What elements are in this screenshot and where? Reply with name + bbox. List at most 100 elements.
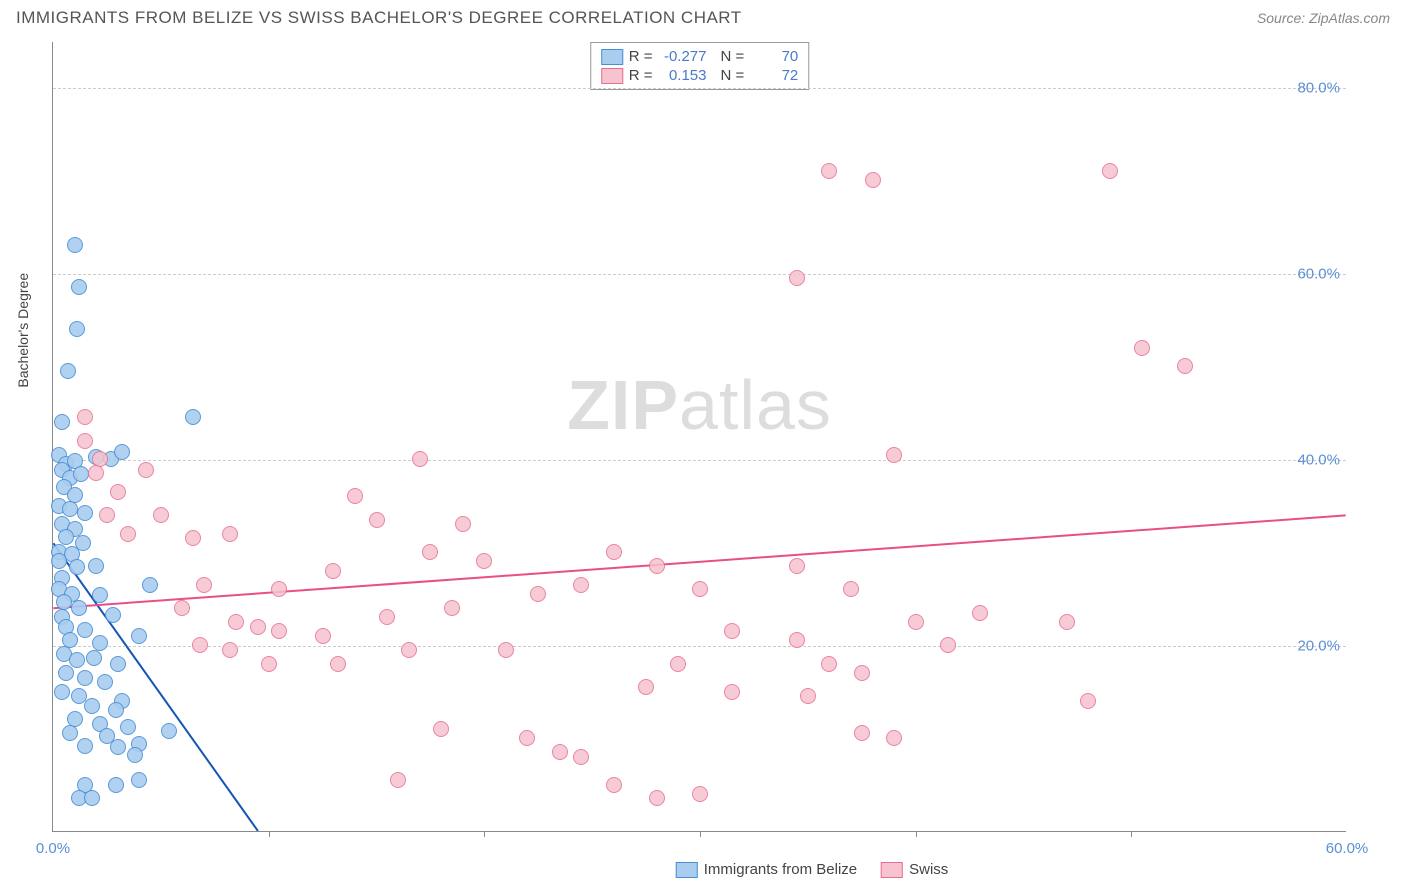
scatter-point <box>77 622 93 638</box>
scatter-point <box>724 684 740 700</box>
scatter-point <box>131 772 147 788</box>
x-tick <box>700 831 701 837</box>
scatter-point <box>412 451 428 467</box>
scatter-point <box>77 670 93 686</box>
scatter-point <box>789 270 805 286</box>
scatter-point <box>105 607 121 623</box>
correlation-legend: R = -0.277 N = 70 R = 0.153 N = 72 <box>590 42 810 90</box>
y-tick-label: 80.0% <box>1297 80 1340 97</box>
scatter-point <box>789 558 805 574</box>
x-tick <box>484 831 485 837</box>
watermark: ZIPatlas <box>567 365 832 445</box>
scatter-point <box>455 516 471 532</box>
scatter-point <box>108 777 124 793</box>
scatter-point <box>854 725 870 741</box>
scatter-point <box>185 409 201 425</box>
grid-line <box>53 274 1346 275</box>
scatter-point <box>498 642 514 658</box>
scatter-point <box>110 656 126 672</box>
scatter-point <box>92 587 108 603</box>
scatter-point <box>886 730 902 746</box>
series-legend-item: Immigrants from Belize <box>676 861 857 878</box>
legend-n-label: N = <box>721 67 745 84</box>
chart-plot-area: ZIPatlas Bachelor's Degree R = -0.277 N … <box>52 42 1346 832</box>
watermark-zip: ZIP <box>567 366 679 444</box>
scatter-point <box>196 577 212 593</box>
scatter-point <box>1080 693 1096 709</box>
scatter-point <box>88 558 104 574</box>
x-axis-max-label: 60.0% <box>1326 840 1369 857</box>
scatter-point <box>92 635 108 651</box>
scatter-point <box>606 777 622 793</box>
grid-line <box>53 460 1346 461</box>
legend-n-value: 70 <box>750 48 798 65</box>
grid-line <box>53 88 1346 89</box>
scatter-point <box>692 786 708 802</box>
scatter-point <box>67 487 83 503</box>
scatter-point <box>271 581 287 597</box>
scatter-point <box>940 637 956 653</box>
scatter-point <box>1102 163 1118 179</box>
legend-r-label: R = <box>629 48 653 65</box>
correlation-legend-row: R = 0.153 N = 72 <box>601 66 799 85</box>
scatter-point <box>77 738 93 754</box>
scatter-point <box>422 544 438 560</box>
scatter-point <box>54 414 70 430</box>
scatter-point <box>261 656 277 672</box>
scatter-point <box>77 409 93 425</box>
scatter-point <box>330 656 346 672</box>
scatter-point <box>649 558 665 574</box>
scatter-point <box>325 563 341 579</box>
scatter-point <box>854 665 870 681</box>
scatter-point <box>315 628 331 644</box>
scatter-point <box>99 507 115 523</box>
scatter-point <box>161 723 177 739</box>
series-legend-item: Swiss <box>881 861 948 878</box>
scatter-point <box>62 725 78 741</box>
scatter-point <box>444 600 460 616</box>
scatter-point <box>127 747 143 763</box>
scatter-point <box>69 321 85 337</box>
scatter-point <box>222 526 238 542</box>
scatter-point <box>54 684 70 700</box>
scatter-point <box>228 614 244 630</box>
chart-svg-layer <box>53 42 1346 831</box>
scatter-point <box>433 721 449 737</box>
scatter-point <box>185 530 201 546</box>
scatter-point <box>552 744 568 760</box>
scatter-point <box>77 433 93 449</box>
x-axis-min-label: 0.0% <box>36 840 70 857</box>
scatter-point <box>222 642 238 658</box>
legend-r-value: -0.277 <box>659 48 707 65</box>
series-legend-label: Immigrants from Belize <box>704 861 857 878</box>
scatter-point <box>56 594 72 610</box>
legend-r-label: R = <box>629 67 653 84</box>
x-tick <box>916 831 917 837</box>
scatter-point <box>519 730 535 746</box>
scatter-point <box>84 790 100 806</box>
correlation-legend-row: R = -0.277 N = 70 <box>601 47 799 66</box>
scatter-point <box>1134 340 1150 356</box>
scatter-point <box>174 600 190 616</box>
scatter-point <box>114 444 130 460</box>
scatter-point <box>73 466 89 482</box>
scatter-point <box>908 614 924 630</box>
scatter-point <box>843 581 859 597</box>
source-name: ZipAtlas.com <box>1309 10 1390 26</box>
scatter-point <box>69 559 85 575</box>
scatter-point <box>62 501 78 517</box>
scatter-point <box>69 652 85 668</box>
watermark-atlas: atlas <box>679 366 832 444</box>
scatter-point <box>71 600 87 616</box>
legend-swatch <box>601 68 623 84</box>
scatter-point <box>865 172 881 188</box>
scatter-point <box>138 462 154 478</box>
legend-n-label: N = <box>721 48 745 65</box>
scatter-point <box>51 553 67 569</box>
legend-swatch <box>881 862 903 878</box>
scatter-point <box>120 526 136 542</box>
legend-n-value: 72 <box>750 67 798 84</box>
scatter-point <box>67 237 83 253</box>
scatter-point <box>972 605 988 621</box>
y-tick-label: 60.0% <box>1297 266 1340 283</box>
